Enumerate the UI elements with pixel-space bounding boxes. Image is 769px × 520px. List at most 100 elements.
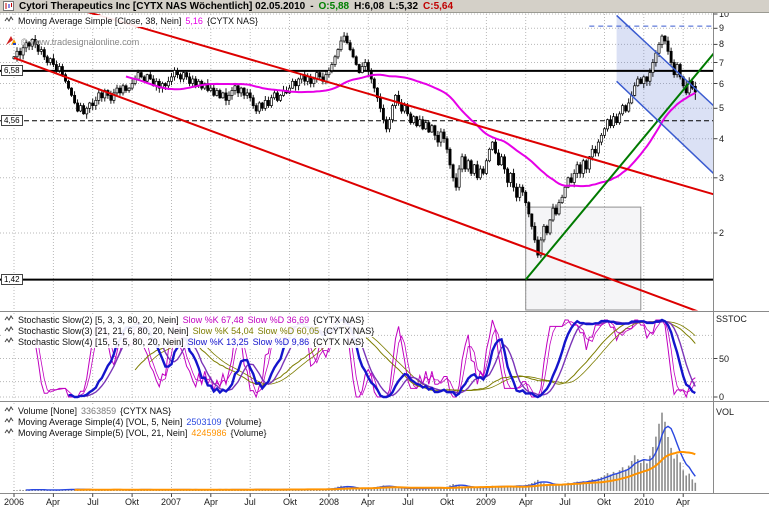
indicator-name: Stochastic Slow(3) [21, 21, 6, 80, 20, N… <box>18 325 189 336</box>
stoch-d-value: Slow %D 9,86 <box>252 336 310 347</box>
time-tick-label: 2007 <box>160 497 182 507</box>
ma38-line <box>125 73 696 188</box>
panel-dividers <box>0 13 769 494</box>
stoch-tick-label: 50 <box>719 354 730 364</box>
chart-window-icon <box>3 1 14 11</box>
trend-line <box>87 13 714 196</box>
stochastic-legend-1[interactable]: Stochastic Slow(2) [5, 3, 3, 80, 20, Nei… <box>2 314 367 326</box>
volume-ma5-legend[interactable]: Moving Average Simple(4) [VOL, 5, Nein] … <box>2 416 264 428</box>
volume-ma5-value: 2503109 <box>186 416 222 427</box>
main-panel-series <box>0 13 714 311</box>
trend-line <box>524 52 714 281</box>
time-tick-label: Jul <box>244 497 256 507</box>
price-tick-label: 4 <box>719 134 725 144</box>
indicator-name: Volume [None] <box>18 405 78 416</box>
stoch-d-value: Slow %D 60,05 <box>257 325 320 336</box>
price-tick-label: 2 <box>719 228 725 238</box>
stoch-tick-label: 0 <box>719 392 725 402</box>
ma-legend-value: 5,16 <box>185 15 203 26</box>
wave-icon <box>4 427 14 439</box>
indicator-scope: {CYTX NAS} <box>313 314 365 325</box>
volume-legend[interactable]: Volume [None] 3363859 {CYTX NAS} <box>2 405 174 417</box>
stoch-d-value: Slow %D 36,69 <box>247 314 310 325</box>
candle-bodies <box>12 35 697 256</box>
trend-line <box>616 80 714 174</box>
price-tick-label: 6 <box>719 79 725 89</box>
indicator-scope: {CYTX NAS} <box>323 325 375 336</box>
time-tick-label: Okt <box>282 497 297 507</box>
price-tick-label: 8 <box>719 39 725 49</box>
price-line-label: 1,42 <box>1 274 23 285</box>
time-tick-label: Okt <box>439 497 454 507</box>
indicator-name: Stochastic Slow(2) [5, 3, 3, 80, 20, Nei… <box>18 314 179 325</box>
indicator-scope: {Volume} <box>230 427 267 438</box>
indicator-name: Stochastic Slow(4) [15, 5, 5, 80, 20, Ne… <box>18 336 184 347</box>
volume-panel-series <box>13 412 697 491</box>
low-value: L:5,32 <box>389 0 419 12</box>
indicator-scope: {CYTX NAS} <box>120 405 172 416</box>
time-tick-label: Apr <box>203 497 218 507</box>
time-tick-label: 2010 <box>633 497 655 507</box>
wave-icon <box>4 15 14 27</box>
price-tick-label: 3 <box>719 173 725 183</box>
time-tick-label: Jul <box>559 497 571 507</box>
time-tick-label: 2008 <box>318 497 340 507</box>
stoch-k-value: Slow %K 54,04 <box>192 325 254 336</box>
time-tick-label: Apr <box>518 497 533 507</box>
volume-value: 3363859 <box>81 405 117 416</box>
wave-icon <box>4 416 14 428</box>
time-tick-label: Apr <box>675 497 690 507</box>
ma-legend-name: Moving Average Simple [Close, 38, Nein] <box>18 15 182 26</box>
time-tick-label: Jul <box>87 497 99 507</box>
close-value: C:5,64 <box>423 0 454 12</box>
price-tick-label: 7 <box>719 58 725 68</box>
price-tick-label: 5 <box>719 103 725 113</box>
wave-icon <box>4 405 14 417</box>
axis-ticks <box>13 13 718 497</box>
price-tick-label: 10 <box>719 9 730 19</box>
trend-channel-fill <box>616 15 714 174</box>
title-separator: - <box>310 0 314 12</box>
wave-icon <box>4 314 14 326</box>
price-tick-label: 9 <box>719 23 725 33</box>
stoch-k-value: Slow %K 67,48 <box>182 314 244 325</box>
volume-ma-line <box>74 451 696 491</box>
time-tick-label: Apr <box>45 497 60 507</box>
consolidation-box <box>525 206 642 311</box>
stoch-k-value: Slow %K 13,25 <box>187 336 249 347</box>
chart-title-bar[interactable]: Cytori Therapeutics Inc [CYTX NAS Wöchen… <box>0 0 769 13</box>
indicator-scope: {Volume} <box>225 416 262 427</box>
time-tick-label: 2006 <box>3 497 25 507</box>
time-tick-label: Jul <box>402 497 414 507</box>
volume-panel-label: VOL <box>716 407 735 417</box>
price-line-label: 4,56 <box>1 115 23 126</box>
indicator-name: Moving Average Simple(4) [VOL, 5, Nein] <box>18 416 183 427</box>
high-value: H:6,08 <box>354 0 385 12</box>
volume-ma21-value: 4245986 <box>191 427 227 438</box>
volume-ma21-legend[interactable]: Moving Average Simple(5) [VOL, 21, Nein]… <box>2 427 269 439</box>
trend-line <box>13 56 699 311</box>
open-value: O:5,88 <box>318 0 350 12</box>
indicator-name: Moving Average Simple(5) [VOL, 21, Nein] <box>18 427 188 438</box>
ma-legend-scope: {CYTX NAS} <box>206 15 258 26</box>
stochastic-legend-2[interactable]: Stochastic Slow(3) [21, 21, 6, 80, 20, N… <box>2 325 377 337</box>
time-tick-label: Apr <box>360 497 375 507</box>
time-tick-label: Okt <box>596 497 611 507</box>
time-tick-label: Okt <box>124 497 139 507</box>
time-tick-label: 2009 <box>475 497 497 507</box>
price-line-label: 6,58 <box>1 65 23 76</box>
watermark-logo-icon <box>5 35 17 49</box>
trend-line <box>616 14 714 107</box>
watermark: © www.tradesignalonline.com <box>3 35 141 49</box>
indicator-scope: {CYTX NAS} <box>313 336 365 347</box>
stochastic-legend-3[interactable]: Stochastic Slow(4) [15, 5, 5, 80, 20, Ne… <box>2 336 367 348</box>
watermark-text: © www.tradesignalonline.com <box>21 36 140 47</box>
instrument-title: Cytori Therapeutics Inc [CYTX NAS Wöchen… <box>19 0 306 12</box>
ma-legend[interactable]: Moving Average Simple [Close, 38, Nein] … <box>2 15 260 27</box>
wave-icon <box>4 325 14 337</box>
stoch-k-line <box>134 320 696 392</box>
stochastic-panel-label: SSTOC <box>716 314 747 324</box>
wave-icon <box>4 336 14 348</box>
